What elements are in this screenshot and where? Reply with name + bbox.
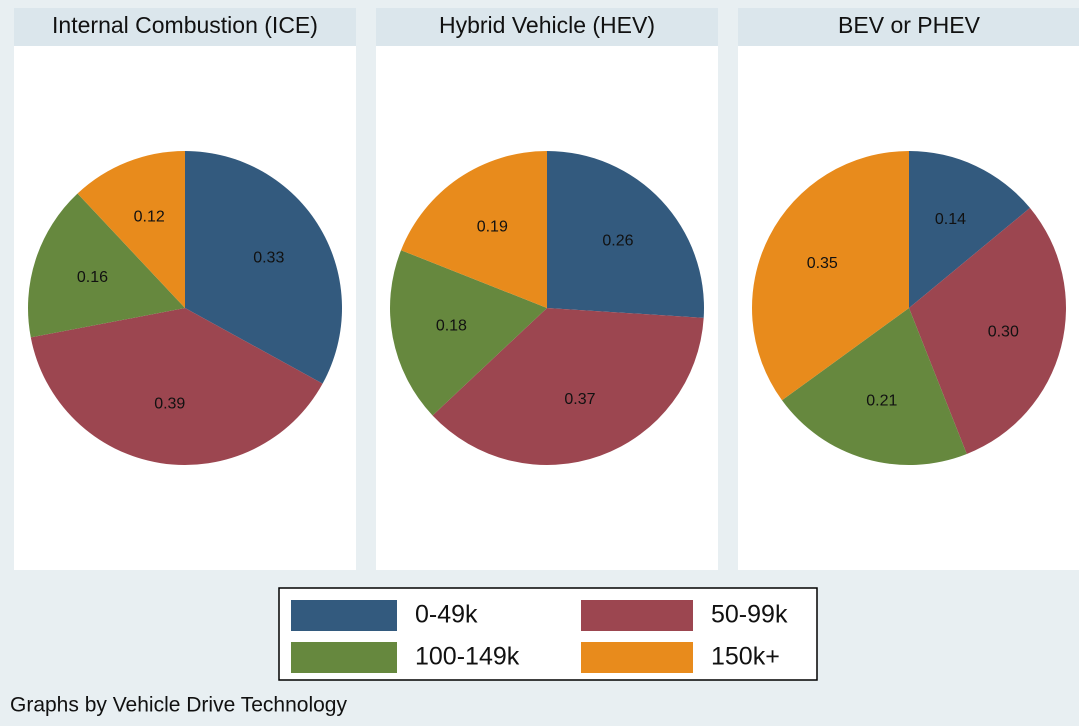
panel-title: Internal Combustion (ICE) [52,12,318,38]
pie-slice [752,151,909,401]
slice-label: 0.30 [988,323,1019,340]
slice-label: 0.39 [154,395,185,412]
legend-swatch [291,600,397,631]
panel-header [738,8,1079,46]
legend-label: 0-49k [415,601,478,629]
slice-label: 0.14 [935,211,966,228]
slice-label: 0.37 [564,391,595,408]
pie-slice [432,308,704,466]
legend-label: 50-99k [711,601,788,629]
legend-swatch [581,600,693,631]
slice-label: 0.12 [134,209,165,226]
legend-swatch [581,642,693,673]
pie-slice [909,207,1067,454]
pie-slice [401,151,547,308]
pie-slice [547,151,704,318]
pie-slice [77,151,185,308]
slice-label: 0.33 [253,250,284,267]
panel-title: Hybrid Vehicle (HEV) [439,12,655,38]
panel-title: BEV or PHEV [838,12,981,38]
pie-slice [390,250,547,416]
legend-swatch [291,642,397,673]
slice-label: 0.16 [77,269,108,286]
pie-slice [781,308,967,465]
legend-label: 150k+ [711,643,780,671]
panel-header [14,8,356,46]
pie-slice [909,151,1030,308]
slice-label: 0.35 [807,255,838,272]
pie-slice [30,308,323,465]
pie-slice [185,151,342,384]
note: Graphs by Vehicle Drive Technology [10,694,347,717]
slice-label: 0.26 [602,233,633,250]
slice-label: 0.18 [436,317,467,334]
slice-label: 0.21 [866,393,897,410]
pie-slice [28,193,186,338]
legend-label: 100-149k [415,643,520,671]
panel-header [376,8,718,46]
slice-label: 0.19 [477,219,508,236]
